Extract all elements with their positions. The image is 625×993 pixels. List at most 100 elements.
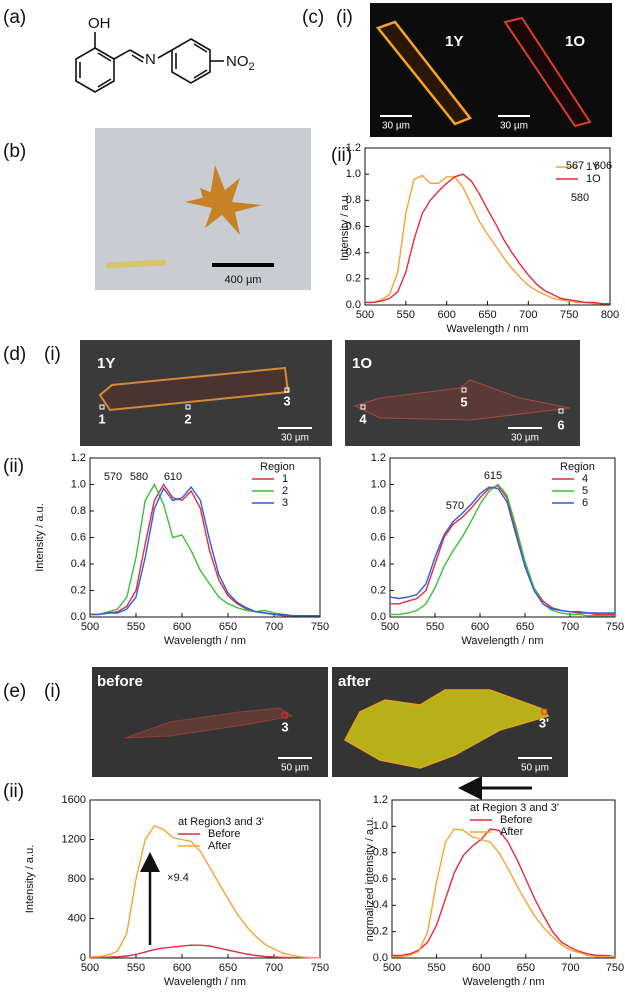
annotation: 570: [104, 471, 122, 483]
panel-label: (i): [44, 681, 61, 702]
x-tick-label: 500: [383, 962, 401, 974]
region-label: 3: [281, 719, 288, 734]
x-tick-label: 550: [426, 621, 444, 633]
x-axis-label: Wavelength / nm: [164, 976, 246, 988]
panel-label: (ii): [3, 456, 24, 477]
micrograph: 400 µm: [95, 128, 311, 290]
legend-title: at Region 3 and 3': [470, 802, 559, 814]
legend-title: Region: [260, 461, 295, 473]
panel-label: (a): [3, 7, 26, 28]
chem-label: NO2: [226, 53, 255, 73]
chemical-structure: [75, 32, 224, 93]
y-tick-label: 1.2: [373, 794, 388, 806]
annotation: 615: [484, 470, 502, 482]
x-tick-label: 550: [127, 621, 145, 633]
y-tick-label: 0.0: [373, 952, 388, 964]
y-tick-label: 0.6: [71, 531, 86, 543]
image-label: 1Y: [97, 355, 115, 372]
x-tick-label: 550: [127, 962, 145, 974]
series-line: [365, 174, 610, 305]
panel-label: (c): [302, 7, 324, 28]
panel-label: (b): [3, 141, 26, 162]
region-label: 3': [539, 715, 549, 730]
panel-label: (ii): [331, 145, 352, 166]
y-tick-label: 1.0: [373, 820, 388, 832]
region-label: 3: [283, 393, 290, 408]
x-tick-label: 650: [219, 621, 237, 633]
x-tick-label: 650: [219, 962, 237, 974]
panel-label: (ii): [3, 781, 24, 802]
y-tick-label: 0.2: [371, 584, 386, 596]
micrograph: before after 3 3' 50 µm 50 µm: [92, 667, 568, 777]
chem-label: 2: [249, 61, 255, 73]
legend-label: 5: [582, 485, 588, 497]
x-tick-label: 600: [437, 309, 455, 321]
x-axis-label: Wavelength / nm: [446, 323, 528, 335]
y-tick-label: 800: [68, 873, 86, 885]
x-tick-label: 750: [606, 621, 624, 633]
y-tick-label: 0.6: [371, 531, 386, 543]
y-tick-label: 0.4: [346, 247, 361, 259]
panel-label: (d): [3, 344, 26, 365]
micrograph: 1Y 1O 30 µm 30 µm: [370, 3, 612, 137]
y-tick-label: 1.0: [71, 478, 86, 490]
x-tick-label: 700: [265, 962, 283, 974]
image-label: 1O: [565, 33, 585, 50]
series-line: [89, 824, 321, 959]
legend-label: Before: [500, 814, 532, 826]
x-axis-label: Wavelength / nm: [164, 635, 246, 647]
chem-label: OH: [88, 15, 111, 32]
y-tick-label: 0.4: [373, 899, 388, 911]
x-tick-label: 650: [516, 621, 534, 633]
y-tick-label: 1.2: [346, 142, 361, 154]
annotation: 580: [130, 471, 148, 483]
y-axis-label: Intensity / a.u.: [339, 192, 351, 260]
annotation: 567: [566, 160, 584, 172]
scale-label: 30 µm: [281, 433, 309, 444]
x-tick-label: 600: [471, 621, 489, 633]
panel-label: (i): [44, 344, 61, 365]
y-tick-label: 1.0: [346, 168, 361, 180]
legend-title: Region: [560, 461, 595, 473]
legend-label: 3: [282, 497, 288, 509]
y-tick-label: 0.6: [373, 873, 388, 885]
legend-label: 1Y: [586, 161, 600, 173]
series-line: [390, 483, 615, 617]
scale-label: 30 µm: [511, 433, 539, 444]
x-tick-label: 700: [561, 621, 579, 633]
scale-label: 30 µm: [500, 121, 528, 132]
image-label: 1Y: [445, 33, 463, 50]
panel-label: (i): [336, 7, 353, 28]
y-tick-label: 0.8: [371, 505, 386, 517]
image-label: before: [97, 673, 143, 690]
legend-title: at Region3 and 3': [178, 816, 264, 828]
legend-label: After: [208, 840, 232, 852]
x-tick-label: 500: [81, 962, 99, 974]
y-tick-label: 1.2: [371, 452, 386, 464]
y-tick-label: 0.2: [346, 273, 361, 285]
scale-label: 50 µm: [521, 763, 549, 774]
region-label: 1: [98, 411, 105, 426]
series-line: [389, 486, 615, 614]
x-tick-label: 600: [173, 621, 191, 633]
x-tick-label: 500: [381, 621, 399, 633]
x-tick-label: 700: [519, 309, 537, 321]
legend-label: 4: [582, 473, 588, 485]
y-tick-label: 0.4: [371, 558, 386, 570]
scale-label: 50 µm: [281, 763, 309, 774]
image-label: 1O: [352, 355, 372, 372]
y-tick-label: 1.0: [371, 478, 386, 490]
x-tick-label: 550: [427, 962, 445, 974]
y-tick-label: 0.0: [371, 611, 386, 623]
scale-label: 400 µm: [225, 274, 262, 286]
region-label: 5: [460, 394, 467, 409]
y-tick-label: 0.2: [373, 926, 388, 938]
x-tick-label: 750: [311, 621, 329, 633]
x-tick-label: 600: [173, 962, 191, 974]
x-tick-label: 500: [81, 621, 99, 633]
x-tick-label: 700: [561, 962, 579, 974]
annotation: 580: [571, 192, 589, 204]
x-tick-label: 750: [311, 962, 329, 974]
series-line: [90, 485, 320, 617]
